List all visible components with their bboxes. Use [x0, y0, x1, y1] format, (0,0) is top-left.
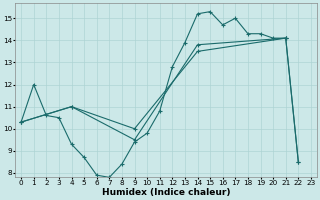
X-axis label: Humidex (Indice chaleur): Humidex (Indice chaleur)	[102, 188, 230, 197]
